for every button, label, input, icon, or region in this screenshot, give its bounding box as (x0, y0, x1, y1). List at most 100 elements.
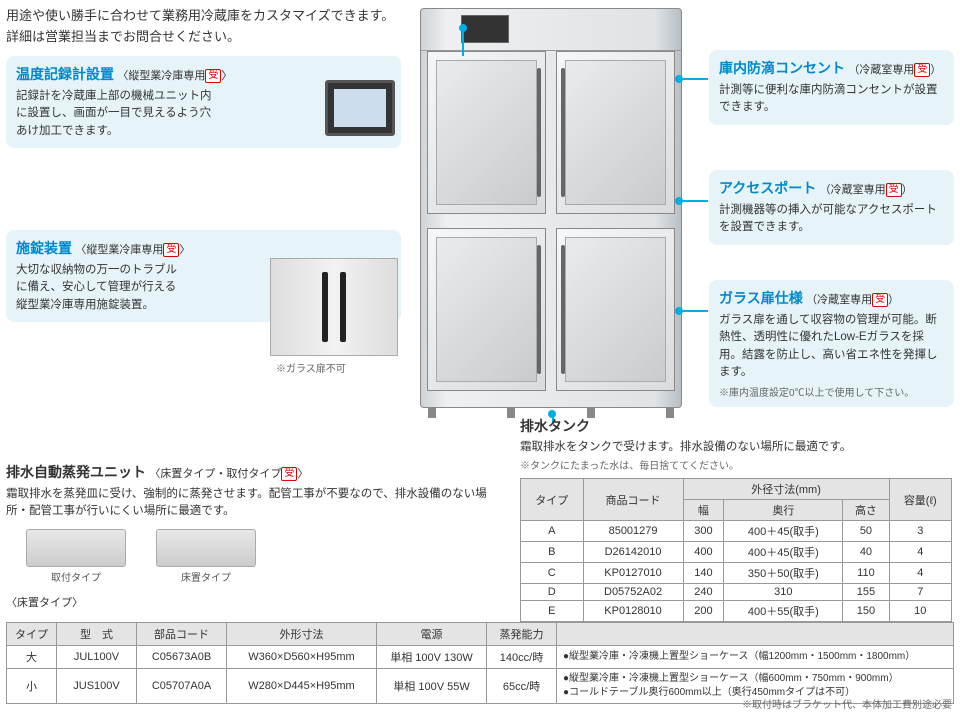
evap-image-label: 床置タイプ (156, 569, 256, 584)
sub-text: （冷蔵室専用 (820, 184, 886, 196)
badge-icon: 受 (886, 183, 902, 197)
table-cell: C05707A0A (137, 669, 227, 704)
th-dim: 外形寸法 (227, 623, 377, 646)
table-cell: KP0127010 (583, 563, 683, 584)
feature-title: 温度記録計設置 (16, 66, 114, 82)
table-cell: KP0128010 (583, 601, 683, 622)
badge-icon: 受 (281, 467, 297, 481)
fridge-illustration (420, 8, 682, 408)
feature-title: 施錠装置 (16, 240, 72, 256)
table-cell: 300 (683, 521, 724, 542)
sub-text: （冷蔵室専用 (806, 294, 872, 306)
th-dims: 外径寸法(mm) (683, 479, 889, 500)
tank-section: 排水タンク 霜取排水をタンクで受けます。排水設備のない場所に最適です。 ※タンク… (520, 416, 952, 622)
feature-sub: 〈縦型業冷庫専用受〉 (75, 244, 190, 256)
table-cell: 3 (889, 521, 951, 542)
callout-line (680, 310, 708, 312)
table-cell: 7 (889, 584, 951, 601)
sub-end: ） (902, 184, 913, 196)
table-cell: B (521, 542, 584, 563)
feature-sub: 〈縦型業冷庫専用受〉 (117, 70, 232, 82)
table-row: BD26142010400400＋45(取手)404 (521, 542, 952, 563)
table-cell: 350＋50(取手) (724, 563, 843, 584)
table-cell: 200 (683, 601, 724, 622)
table-cell: JUL100V (57, 646, 137, 669)
sub-end: 〉 (297, 468, 308, 480)
sub-end: 〉 (179, 244, 190, 256)
table-cell: W280×D445×H95mm (227, 669, 377, 704)
feature-desc: 計測等に便利な庫内防滴コンセントが設置できます。 (719, 82, 944, 117)
evap-image-a: 取付タイプ (26, 529, 126, 584)
feature-glass-door: ガラス扉仕様 （冷蔵室専用受） ガラス扉を通して収容物の管理が可能。断熱性、透明… (709, 280, 954, 407)
table-cell: 140cc/時 (487, 646, 557, 669)
feature-sub: （冷蔵室専用受） (806, 294, 899, 306)
door-handle (537, 245, 541, 374)
th-h: 高さ (843, 500, 889, 521)
th-w: 幅 (683, 500, 724, 521)
table-cell: 小 (7, 669, 57, 704)
door-bottom-right (556, 228, 675, 391)
table-row: CKP0127010140350＋50(取手)1104 (521, 563, 952, 584)
table-row: DD05752A022403101557 (521, 584, 952, 601)
sub-text: （冷蔵室専用 (848, 64, 914, 76)
th-model: 型 式 (57, 623, 137, 646)
table-cell: 400＋45(取手) (724, 542, 843, 563)
door-top-right (556, 51, 675, 214)
door-top-left (427, 51, 546, 214)
table-cell: 10 (889, 601, 951, 622)
callout-dot (459, 24, 467, 32)
table-cell: JUS100V (57, 669, 137, 704)
callout-line (680, 78, 708, 80)
feature-sub: （冷蔵室専用受） (848, 64, 941, 76)
table-cell: 単相 100V 55W (377, 669, 487, 704)
feature-outlet: 庫内防滴コンセント （冷蔵室専用受） 計測等に便利な庫内防滴コンセントが設置でき… (709, 50, 954, 125)
feature-title: アクセスポート (719, 180, 816, 196)
door-handle (537, 68, 541, 197)
th-d: 奥行 (724, 500, 843, 521)
feature-title: ガラス扉仕様 (719, 290, 803, 306)
tank-note: ※タンクにたまった水は、毎日捨ててください。 (520, 457, 952, 472)
th-code: 商品コード (583, 479, 683, 521)
table-cell-notes: ●縦型業冷庫・冷凍機上置型ショーケース（幅1200mm・1500mm・1800m… (557, 646, 954, 669)
evap-desc: 霜取排水を蒸発皿に受け、強制的に蒸発させます。配管工事が不要なので、排水設備のな… (6, 486, 506, 521)
tank-title: 排水タンク (520, 416, 952, 436)
table-cell: E (521, 601, 584, 622)
table-header-row: タイプ 型 式 部品コード 外形寸法 電源 蒸発能力 (7, 623, 954, 646)
table-cell: 155 (843, 584, 889, 601)
evap-sub: 〈床置タイプ・取付タイプ受〉 (149, 468, 308, 480)
sub-end: 〉 (221, 70, 232, 82)
callout-dot (675, 197, 683, 205)
table-cell: A (521, 521, 584, 542)
fridge-doors (427, 51, 675, 391)
table-cell: C05673A0B (137, 646, 227, 669)
table-cell: 150 (843, 601, 889, 622)
table-cell: D05752A02 (583, 584, 683, 601)
table-cell: 65cc/時 (487, 669, 557, 704)
evap-table: タイプ 型 式 部品コード 外形寸法 電源 蒸発能力 大JUL100VC0567… (6, 622, 954, 704)
evap-images: 取付タイプ 床置タイプ (26, 529, 506, 584)
evap-section: 排水自動蒸発ユニット 〈床置タイプ・取付タイプ受〉 霜取排水を蒸発皿に受け、強制… (6, 462, 506, 610)
table-cell: 85001279 (583, 521, 683, 542)
badge-icon: 受 (205, 69, 221, 83)
control-panel (461, 15, 509, 43)
evap-image-label: 取付タイプ (26, 569, 126, 584)
callout-line (680, 200, 708, 202)
table-cell: 大 (7, 646, 57, 669)
feature-title: 庫内防滴コンセント (719, 60, 845, 76)
th-part: 部品コード (137, 623, 227, 646)
feature-access-port: アクセスポート （冷蔵室専用受） 計測機器等の挿入が可能なアクセスポートを設置で… (709, 170, 954, 245)
evap-title: 排水自動蒸発ユニット (6, 464, 146, 480)
th-cap: 蒸発能力 (487, 623, 557, 646)
table-cell: D26142010 (583, 542, 683, 563)
table-row: 大JUL100VC05673A0BW360×D560×H95mm単相 100V … (7, 646, 954, 669)
feature-note: ※庫内温度設定0℃以上で使用して下さい。 (719, 384, 944, 399)
door-handle (561, 245, 565, 374)
table-cell: 240 (683, 584, 724, 601)
floor-type-label: 〈床置タイプ〉 (6, 594, 506, 610)
sub-end: ） (888, 294, 899, 306)
table-header-row: タイプ 商品コード 外径寸法(mm) 容量(ℓ) (521, 479, 952, 500)
th-type: タイプ (7, 623, 57, 646)
fridge-body (420, 8, 682, 408)
table-cell: 400＋55(取手) (724, 601, 843, 622)
table-cell: D (521, 584, 584, 601)
